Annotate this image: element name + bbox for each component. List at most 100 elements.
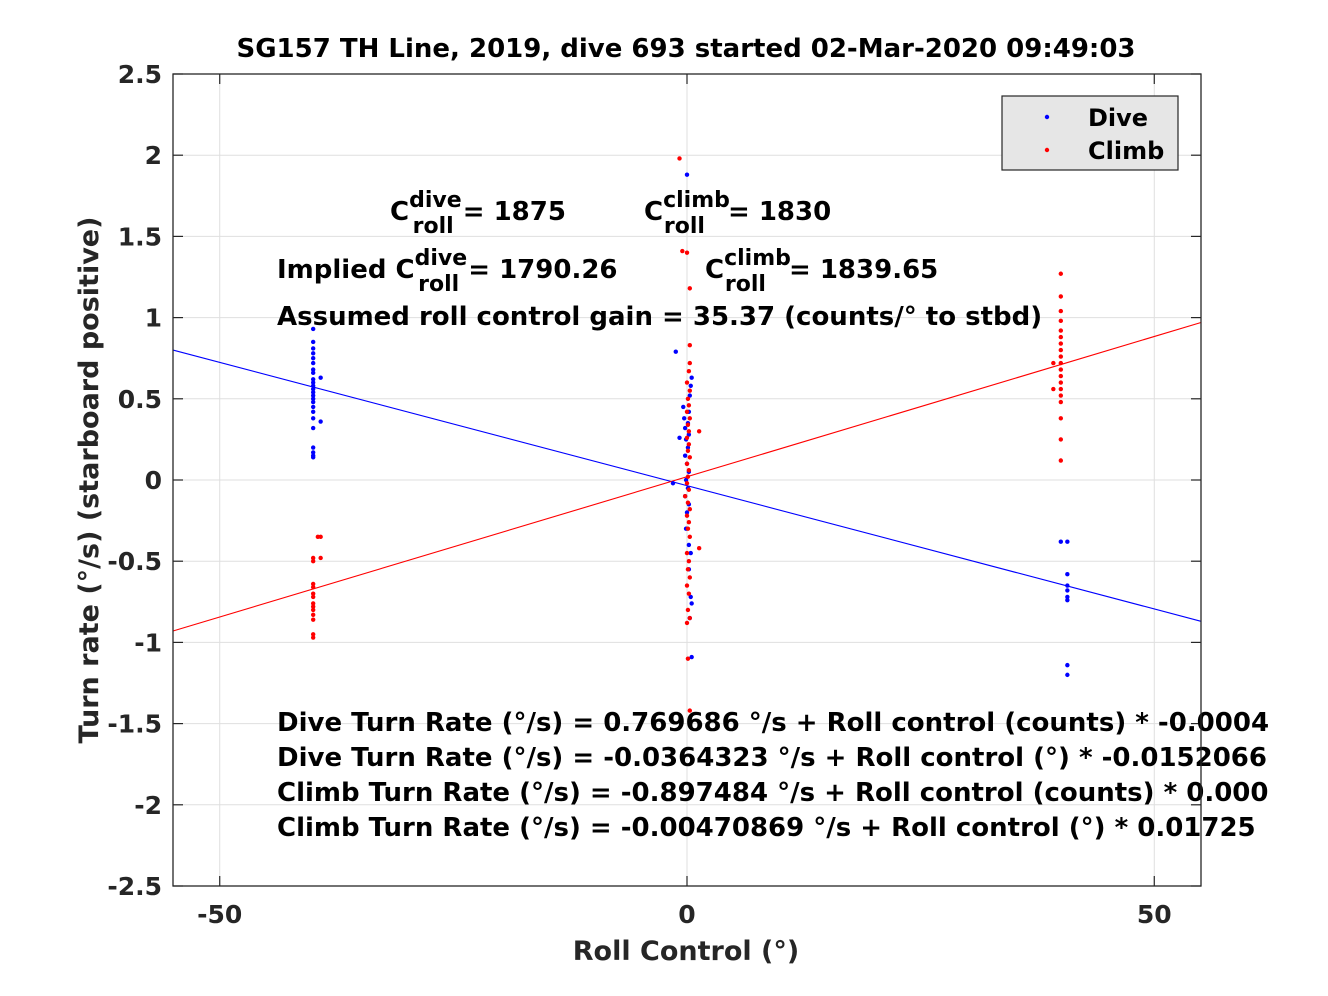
- climb-point: [684, 250, 690, 255]
- climb-point: [310, 581, 316, 587]
- dive-point: [1065, 662, 1070, 668]
- dive-point: [310, 370, 316, 376]
- climb-point: [687, 615, 693, 621]
- y-tick-label: -0.5: [107, 547, 162, 576]
- dive-point: [310, 377, 316, 382]
- dive-point: [670, 481, 676, 486]
- climb-point: [310, 604, 316, 609]
- climb-point: [687, 360, 693, 366]
- y-tick-label: 0: [145, 466, 162, 495]
- y-tick-label: -2.5: [107, 872, 162, 901]
- y-axis-label: Turn rate (°/s) (starboard positive): [74, 217, 105, 744]
- climb-point: [684, 461, 690, 466]
- climb-point: [696, 429, 702, 434]
- dive-point: [687, 393, 693, 398]
- climb-point: [684, 513, 690, 518]
- x-axis-label: Roll Control (°): [573, 936, 799, 967]
- climb-point: [1058, 308, 1064, 314]
- dive-point: [686, 432, 692, 437]
- climb-point: [687, 708, 693, 713]
- climb-point: [1058, 393, 1064, 398]
- dive-point: [686, 542, 692, 548]
- implied-c-roll-climb-annotation: Cclimb roll = 1839.65: [705, 246, 938, 297]
- climb-point: [684, 620, 690, 626]
- climb-point: [1051, 360, 1056, 366]
- climb-point: [686, 559, 692, 564]
- dive-point: [310, 360, 316, 366]
- legend: Dive Climb: [1001, 95, 1179, 171]
- climb-point: [1058, 347, 1064, 353]
- climb-point: [684, 583, 690, 588]
- data-points: [310, 156, 1070, 713]
- dive-point: [689, 654, 694, 660]
- climb-point: [310, 555, 316, 561]
- climb-equation-counts: Climb Turn Rate (°/s) = -0.897484 °/s + …: [277, 778, 1268, 808]
- dive-point: [310, 396, 316, 401]
- dive-point: [673, 349, 678, 354]
- climb-point: [685, 500, 691, 505]
- dive-point: [310, 455, 316, 460]
- dive-point: [681, 416, 687, 421]
- climb-point: [1058, 416, 1064, 421]
- climb-point: [684, 435, 690, 440]
- climb-point: [680, 248, 685, 254]
- dive-point: [310, 386, 316, 392]
- climb-point: [1058, 367, 1064, 372]
- dive-equation-counts: Dive Turn Rate (°/s) = 0.769686 °/s + Ro…: [277, 708, 1269, 738]
- dive-point: [310, 450, 316, 455]
- legend-marker-dive: [1044, 114, 1050, 120]
- climb-point: [685, 567, 691, 572]
- climb-point: [685, 656, 691, 661]
- climb-point: [685, 526, 691, 531]
- dive-point: [310, 351, 316, 356]
- dive-point: [1065, 594, 1070, 600]
- dive-point: [310, 425, 316, 431]
- climb-point: [686, 487, 692, 492]
- dive-point: [688, 383, 693, 389]
- climb-point: [1058, 399, 1064, 405]
- climb-point: [686, 520, 692, 525]
- climb-point: [310, 594, 316, 600]
- climb-point: [1051, 386, 1056, 392]
- dive-point: [684, 172, 690, 177]
- climb-point: [1058, 386, 1064, 392]
- climb-point: [310, 635, 316, 640]
- dive-point: [681, 404, 686, 410]
- y-tick-label: 1.5: [118, 222, 162, 251]
- y-tick-label: -1: [134, 628, 162, 657]
- climb-point: [310, 607, 316, 613]
- dive-point: [310, 390, 316, 395]
- climb-point: [682, 494, 688, 499]
- climb-point: [686, 403, 692, 408]
- c-roll-climb-annotation: Cclimb roll = 1830: [644, 188, 831, 239]
- dive-point: [318, 375, 323, 380]
- climb-point: [1058, 360, 1064, 366]
- dive-point: [1065, 597, 1070, 603]
- dive-point: [310, 445, 316, 450]
- dive-point: [1065, 539, 1070, 544]
- dive-point: [310, 416, 316, 421]
- climb-point: [687, 286, 693, 291]
- dive-point: [1065, 583, 1070, 588]
- climb-point: [687, 534, 693, 540]
- climb-point: [685, 448, 691, 453]
- climb-point: [686, 442, 692, 447]
- climb-point: [687, 388, 693, 393]
- y-tick-label: 2: [145, 141, 162, 170]
- dive-point: [677, 435, 682, 440]
- roll-gain-annotation: Assumed roll control gain = 35.37 (count…: [277, 302, 1042, 332]
- climb-point: [685, 474, 691, 479]
- climb-point: [686, 468, 692, 473]
- implied-c-roll-dive-annotation: Implied Cdive roll = 1790.26: [277, 246, 618, 297]
- y-tick-label: 2.5: [118, 60, 162, 89]
- x-tick-label: -50: [197, 900, 242, 929]
- x-tick-label: 0: [678, 900, 695, 929]
- dive-point: [310, 326, 316, 332]
- dive-point: [689, 601, 694, 606]
- dive-point: [682, 453, 688, 458]
- dive-point: [1065, 672, 1070, 678]
- climb-point: [686, 591, 692, 596]
- dive-point: [689, 375, 694, 380]
- dive-point: [1058, 539, 1064, 544]
- dive-point: [310, 367, 316, 372]
